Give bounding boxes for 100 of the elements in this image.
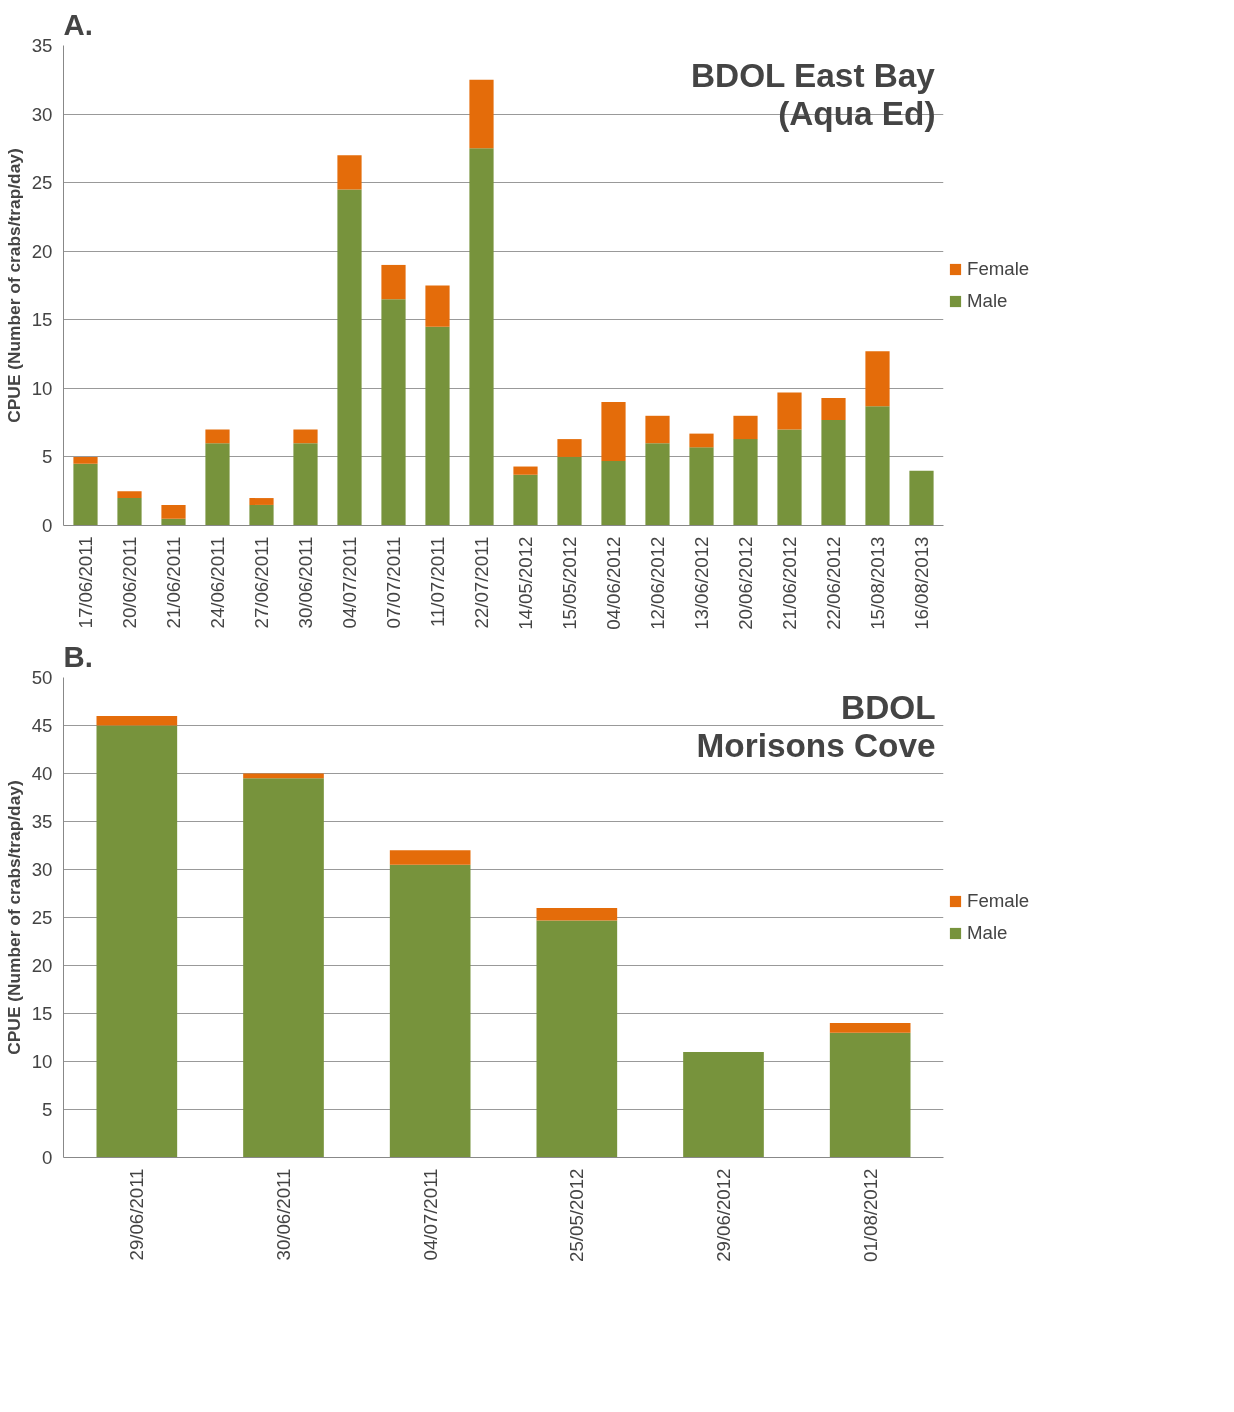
y-tick-label: 20 [31,955,53,976]
bar [381,264,406,300]
bar [513,474,538,526]
y-axis-title: CPUE (Number of crabs/trap/day) [3,148,24,423]
y-tick-label: 40 [31,763,53,784]
x-tick-label: 04/06/2012 [603,536,624,630]
x-tick-label: 13/06/2012 [691,536,712,630]
bar [381,299,406,526]
bar [821,397,846,420]
bar [469,148,494,526]
bar [249,504,274,526]
x-tick-label: 25/05/2012 [566,1168,588,1262]
x-tick-label: 04/07/2011 [419,1168,441,1261]
x-tick-label: 30/06/2011 [295,536,316,629]
bar [645,415,670,444]
legend-label: Female [967,890,1030,912]
x-tick-label: 27/06/2011 [251,536,272,629]
y-tick-label: 35 [31,811,53,832]
y-tick-label: 45 [31,715,53,736]
bar [557,456,582,526]
bar [161,504,186,519]
bar [161,518,186,526]
x-tick-label: 11/07/2011 [427,536,448,628]
x-tick-label: 16/08/2013 [911,536,932,630]
x-tick-label: 24/06/2011 [207,536,228,629]
bar [536,920,618,1158]
legend-label: Male [967,290,1008,312]
bar [829,1023,911,1033]
text: BDOL Morisons Cove [696,689,936,764]
bar [829,1032,911,1158]
bar [601,461,626,526]
x-tick-label: 17/06/2011 [75,536,96,629]
bar [337,189,362,526]
bar [821,419,846,526]
text: A. [63,7,93,41]
x-tick-label: 20/06/2012 [735,536,756,630]
bar [469,79,494,149]
x-tick-label: 07/07/2011 [383,536,404,629]
bar [96,725,178,1158]
bar [73,456,98,464]
y-tick-label: 5 [42,446,53,468]
text: B. [63,639,93,673]
x-tick-label: 30/06/2011 [273,1168,294,1261]
x-tick-label: 22/07/2011 [471,536,492,629]
text: BDOL East Bay (Aqua Ed) [691,57,936,132]
y-axis-title: CPUE (Number of crabs/trap/day) [3,780,24,1055]
bar [557,439,582,457]
y-tick-label: 25 [31,907,53,928]
bar [865,351,890,407]
bar [777,429,802,526]
x-tick-label: 22/06/2012 [823,536,844,630]
y-tick-label: 0 [42,515,53,536]
y-tick-label: 35 [31,35,53,56]
y-tick-label: 20 [31,240,53,262]
x-tick-label: 20/06/2011 [119,536,140,629]
bar [689,447,714,526]
y-tick-label: 5 [42,1099,53,1120]
y-tick-label: 0 [42,1147,53,1168]
y-tick-label: 15 [31,309,53,331]
bar [645,443,670,526]
y-tick-label: 30 [31,103,53,125]
bar [205,443,230,526]
bar [733,439,758,526]
bar [389,850,471,865]
bar [777,392,802,430]
x-tick-label: 29/06/2012 [713,1168,734,1262]
bar [425,285,450,327]
bar [337,155,362,190]
x-tick-label: 14/05/2012 [515,536,536,630]
bar [205,429,230,444]
y-tick-label: 15 [31,1003,53,1024]
x-tick-label: 15/05/2012 [559,536,580,630]
x-tick-label: 12/06/2012 [647,536,668,630]
bar [909,470,934,526]
y-tick-label: 30 [31,859,53,880]
x-tick-label: 29/06/2011 [126,1168,148,1261]
x-tick-label: 04/07/2011 [339,536,360,629]
x-tick-label: 21/06/2011 [163,536,184,629]
bar [513,466,538,475]
y-tick-label: 50 [31,667,53,688]
bar [117,491,142,499]
bar [689,433,714,448]
y-tick-label: 25 [31,172,53,194]
legend-label: Female [967,258,1030,280]
bar [73,463,98,526]
bar [601,402,626,462]
bar [293,429,318,444]
bar [117,498,142,526]
bar [389,864,471,1158]
bar [249,498,274,505]
bar [536,907,618,921]
legend-label: Male [967,922,1008,944]
bar [733,415,758,440]
x-tick-label: 21/06/2012 [779,536,800,630]
x-tick-label: 15/08/2013 [867,536,888,630]
x-tick-label: 01/08/2012 [859,1168,881,1262]
bar [243,778,324,1158]
bar [425,326,450,526]
bar [683,1051,764,1158]
y-tick-label: 10 [31,377,53,399]
